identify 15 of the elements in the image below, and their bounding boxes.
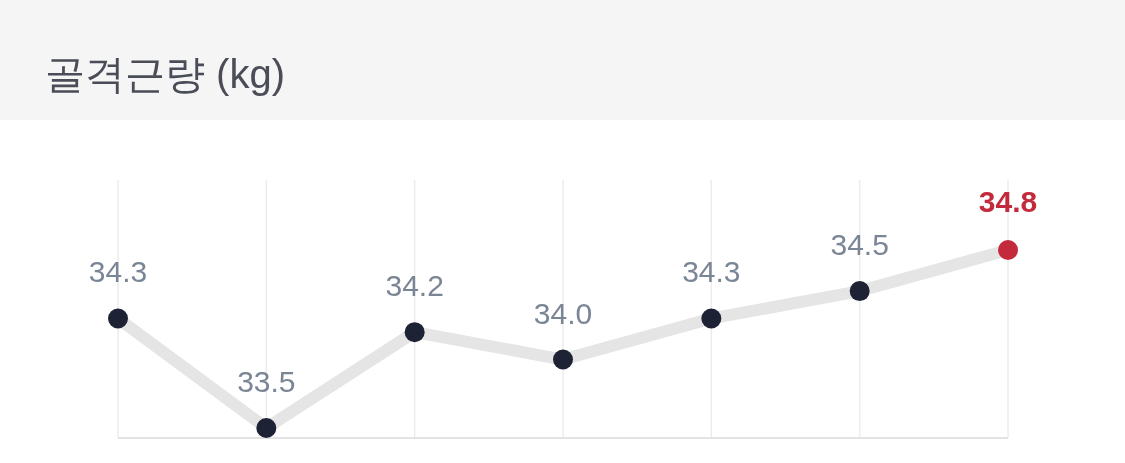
chart-title: 골격근량 (kg) (45, 52, 285, 96)
data-label: 34.3 (682, 255, 741, 289)
point (701, 308, 722, 329)
point (256, 418, 277, 438)
point (108, 308, 128, 329)
data-label: 33.5 (237, 365, 296, 398)
data-label: 34.2 (385, 269, 444, 303)
data-label: 34.5 (830, 228, 889, 262)
data-label: 34.8 (978, 185, 1038, 218)
data-label: 34.0 (533, 296, 593, 330)
point (849, 281, 870, 302)
point (998, 240, 1018, 260)
data-label: 34.3 (88, 255, 148, 289)
point (553, 349, 573, 370)
point (404, 322, 425, 343)
